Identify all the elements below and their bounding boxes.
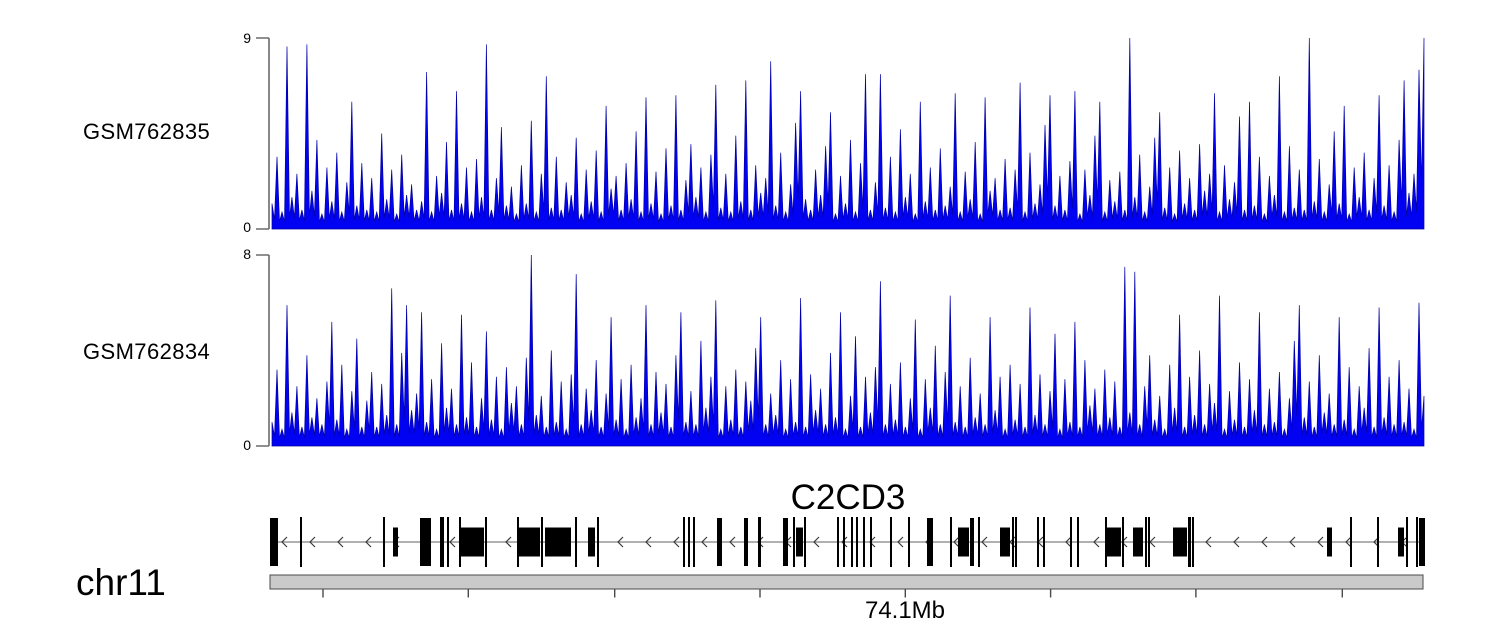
gene-exon xyxy=(1419,518,1425,566)
gene-exon xyxy=(383,517,385,567)
gene-exon xyxy=(796,527,803,557)
gene-exon xyxy=(1188,517,1191,567)
gene-exon xyxy=(804,517,806,567)
signal-area-track2 xyxy=(271,254,1425,447)
gene-exon xyxy=(744,518,748,566)
gene-exon xyxy=(1145,517,1147,567)
track1-ymin-tick-label: 0 xyxy=(243,219,251,235)
track1-ymax-tick-label: 9 xyxy=(243,30,251,46)
gene-exon xyxy=(1133,527,1143,557)
gene-exon xyxy=(1327,527,1332,557)
gene-exon xyxy=(978,517,980,567)
gene-exon xyxy=(517,517,519,567)
gene-exon xyxy=(856,517,858,567)
gene-exon xyxy=(1015,517,1017,567)
gene-exon xyxy=(851,517,853,567)
track2-ymin-tick-label: 0 xyxy=(243,437,251,453)
gene-exon xyxy=(420,518,431,566)
gene-exon xyxy=(793,517,795,567)
gene-exon xyxy=(1037,517,1039,567)
gene-exon xyxy=(459,517,461,567)
gene-exon xyxy=(1105,517,1107,567)
gene-exon xyxy=(575,517,577,567)
gene-exon xyxy=(1192,517,1194,567)
gene-exon xyxy=(447,517,449,567)
y-axis-track2 xyxy=(256,254,270,447)
gene-exon xyxy=(541,517,543,567)
gene-exon xyxy=(927,518,933,566)
genomic-position-label: 74.1Mb xyxy=(864,597,946,624)
gene-exon xyxy=(1000,527,1010,557)
gene-exon xyxy=(970,518,974,566)
gene-exon xyxy=(1043,517,1045,567)
gene-exon xyxy=(1398,527,1404,557)
gene-exon xyxy=(440,517,444,567)
gene-exon xyxy=(837,517,839,567)
gene-exon xyxy=(1070,517,1072,567)
signal-area-track1 xyxy=(271,37,1425,230)
gene-exon xyxy=(1012,517,1014,567)
gene-exon xyxy=(461,527,484,557)
gene-exon xyxy=(1122,517,1124,567)
track1-label: GSM762835 xyxy=(83,119,211,144)
genomic-axis-ticks xyxy=(322,589,1343,598)
gene-exon xyxy=(393,527,398,557)
gene-name-title: C2CD3 xyxy=(790,478,906,517)
gene-exon xyxy=(1416,517,1418,567)
gene-exon xyxy=(958,527,969,557)
gene-exon xyxy=(693,517,695,567)
chromosome-label: chr11 xyxy=(76,562,166,603)
gene-exon xyxy=(1107,527,1121,557)
gene-exon xyxy=(683,517,685,567)
track2-label: GSM762834 xyxy=(83,339,211,364)
gene-exon xyxy=(758,517,761,567)
gene-exon xyxy=(870,517,872,567)
gene-exon xyxy=(1377,517,1379,567)
gene-exon xyxy=(863,517,865,567)
gene-exon xyxy=(1350,517,1352,567)
gene-exon xyxy=(908,517,910,567)
gene-exon xyxy=(588,527,595,557)
gene-exon xyxy=(485,517,487,567)
gene-exon xyxy=(783,518,788,566)
gene-exon xyxy=(519,527,540,557)
gene-exon xyxy=(270,518,278,566)
gene-exon xyxy=(688,517,690,567)
gene-exon xyxy=(717,518,722,566)
gene-exon xyxy=(597,517,599,567)
chromosome-bar xyxy=(269,574,1424,590)
gene-exon xyxy=(1173,527,1187,557)
gene-exon xyxy=(300,517,302,567)
gene-exon xyxy=(1077,517,1079,567)
track2-ymax-tick-label: 8 xyxy=(243,246,251,262)
gene-exon xyxy=(890,517,892,567)
y-axis-track1 xyxy=(256,37,270,230)
gene-exon xyxy=(1406,517,1408,567)
gene-exon xyxy=(1148,517,1150,567)
gene-exon xyxy=(843,517,845,567)
gene-exon xyxy=(950,517,952,567)
gene-exon xyxy=(545,527,571,557)
